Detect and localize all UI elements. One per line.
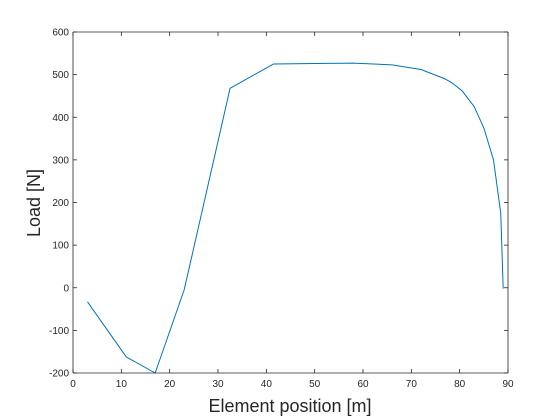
x-tick-label: 0 [70,379,76,390]
y-tick-label: -100 [49,326,69,337]
y-axis-label: Load [N] [24,169,44,237]
x-tick-label: 50 [309,379,321,390]
series-line-0 [87,62,504,374]
x-axis-label: Element position [m] [208,396,371,416]
y-tick-label: 100 [52,241,69,252]
x-tick-label: 90 [502,379,514,390]
ticks-layer: 0 10 20 30 40 50 60 70 80 90 -200 -100 0 100 200 300 400… [49,28,514,391]
y-tick-label: -200 [49,369,69,380]
y-tick-label: 400 [52,113,69,124]
x-tick-label: 80 [454,379,466,390]
y-tick-label: 300 [52,155,69,166]
series-layer [87,62,504,374]
x-tick-label: 60 [357,379,369,390]
y-tick-label: 500 [52,70,69,81]
x-tick-label: 40 [261,379,273,390]
x-tick-label: 10 [116,379,128,390]
y-tick-label: 600 [52,28,69,39]
plot-area [73,32,508,373]
x-tick-label: 20 [164,379,176,390]
x-tick-label: 70 [406,379,418,390]
y-tick-label: 200 [52,198,69,209]
y-tick-label: 0 [63,283,69,294]
x-tick-label: 30 [212,379,224,390]
